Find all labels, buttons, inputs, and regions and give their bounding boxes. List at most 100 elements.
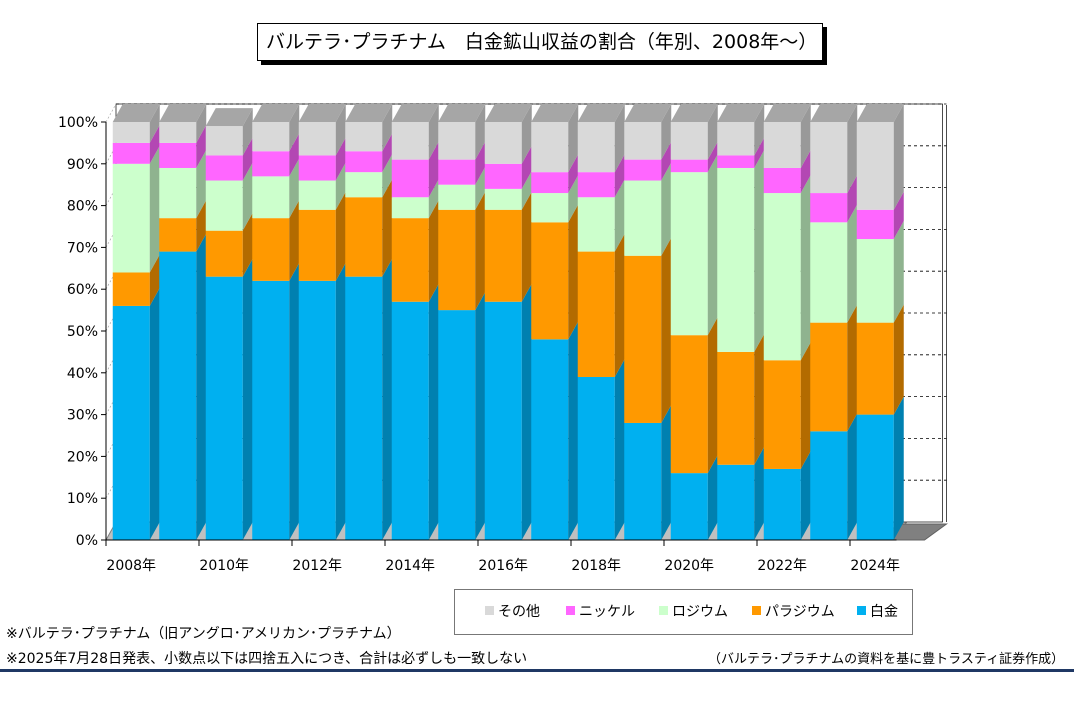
bar-top-2008年 bbox=[112, 104, 160, 122]
bar-side-2022年-その他 bbox=[800, 104, 811, 168]
bar-side-2010年-その他 bbox=[242, 108, 253, 156]
bar-segment-2008年-その他 bbox=[112, 122, 150, 143]
x-tick-label: 2022年 bbox=[757, 558, 807, 574]
bar-side-2008年-ロジウム bbox=[149, 145, 160, 273]
bar-segment-2011年-ロジウム bbox=[252, 176, 290, 219]
y-tick-label: 60% bbox=[67, 282, 98, 298]
bar-side-2024年-その他 bbox=[893, 104, 904, 210]
bar-side-2022年-パラジウム bbox=[800, 342, 811, 469]
y-tick-label: 90% bbox=[67, 157, 98, 173]
bar-segment-2023年-白金 bbox=[810, 431, 848, 540]
bar-segment-2023年-ロジウム bbox=[810, 222, 848, 323]
legend-item-nickel: ニッケル bbox=[566, 603, 635, 621]
bar-side-2010年-白金 bbox=[242, 258, 253, 540]
bar-segment-2009年-その他 bbox=[159, 122, 197, 143]
bar-side-2016年-パラジウム bbox=[521, 191, 532, 302]
legend-swatch-palladium bbox=[752, 606, 761, 615]
bar-side-2008年-パラジウム bbox=[149, 254, 160, 306]
bar-segment-2024年-パラジウム bbox=[856, 322, 894, 415]
bar-segment-2021年-ロジウム bbox=[717, 167, 755, 352]
bar-side-2010年-ニッケル bbox=[242, 137, 253, 181]
gridline-depth bbox=[105, 103, 117, 123]
bar-segment-2024年-その他 bbox=[856, 122, 894, 210]
bar-side-2012年-ロジウム bbox=[335, 162, 346, 210]
bar-segment-2014年-白金 bbox=[391, 301, 429, 540]
bar-segment-2013年-その他 bbox=[345, 122, 383, 152]
bar-top-2020年 bbox=[670, 104, 718, 122]
bar-side-2023年-パラジウム bbox=[847, 304, 858, 432]
bar-segment-2022年-パラジウム bbox=[763, 360, 801, 469]
bar-side-2020年-パラジウム bbox=[707, 317, 718, 474]
bar-side-2016年-ニッケル bbox=[521, 145, 532, 189]
bar-side-2024年-ニッケル bbox=[893, 191, 904, 240]
bar-side-2015年-その他 bbox=[475, 104, 486, 160]
bar-top-2015年 bbox=[438, 104, 486, 122]
bar-side-2019年-白金 bbox=[661, 404, 672, 540]
bar-segment-2012年-白金 bbox=[298, 280, 336, 540]
bar-segment-2017年-パラジウム bbox=[531, 222, 569, 340]
bar-side-2011年-白金 bbox=[289, 262, 300, 540]
bar-segment-2018年-ニッケル bbox=[577, 172, 615, 198]
bar-segment-2015年-白金 bbox=[438, 310, 476, 540]
bar-side-2022年-ロジウム bbox=[800, 175, 811, 361]
bar-segment-2013年-ニッケル bbox=[345, 151, 383, 173]
bar-side-2023年-白金 bbox=[847, 413, 858, 540]
bar-segment-2014年-ニッケル bbox=[391, 159, 429, 198]
bar-side-2016年-白金 bbox=[521, 283, 532, 540]
bar-segment-2017年-ロジウム bbox=[531, 193, 569, 223]
bar-segment-2016年-ロジウム bbox=[484, 188, 522, 210]
bar-side-2009年-パラジウム bbox=[196, 200, 207, 252]
bar-segment-2022年-その他 bbox=[763, 122, 801, 168]
bar-side-2011年-ニッケル bbox=[289, 133, 300, 177]
bar-segment-2008年-パラジウム bbox=[112, 272, 150, 306]
bar-side-2019年-パラジウム bbox=[661, 237, 672, 423]
bar-side-2020年-ロジウム bbox=[707, 154, 718, 336]
bar-segment-2016年-ニッケル bbox=[484, 163, 522, 189]
x-tick-label: 2020年 bbox=[664, 558, 714, 574]
bar-side-2021年-パラジウム bbox=[754, 333, 765, 465]
x-tick-label: 2010年 bbox=[199, 558, 249, 574]
bar-segment-2017年-その他 bbox=[531, 122, 569, 173]
note-company: ※バルテラ･プラチナム（旧アングロ･アメリカン･プラチナム） bbox=[6, 626, 401, 642]
bar-side-2013年-ロジウム bbox=[382, 154, 393, 198]
bar-side-2018年-その他 bbox=[614, 104, 625, 173]
bar-side-2009年-白金 bbox=[196, 233, 207, 540]
bar-segment-2014年-その他 bbox=[391, 122, 429, 160]
bar-side-2011年-パラジウム bbox=[289, 200, 300, 281]
note-rounding: ※2025年7月28日発表、小数点以下は四捨五入につき、合計は必ずしも一致しない bbox=[6, 651, 528, 667]
bar-segment-2012年-ニッケル bbox=[298, 155, 336, 181]
bar-side-2024年-パラジウム bbox=[893, 304, 904, 415]
bar-side-2024年-ロジウム bbox=[893, 221, 904, 323]
bar-side-2015年-ニッケル bbox=[475, 141, 486, 185]
bar-segment-2019年-その他 bbox=[624, 122, 662, 160]
bar-segment-2016年-白金 bbox=[484, 301, 522, 540]
bar-top-2019年 bbox=[624, 104, 672, 122]
bar-segment-2016年-パラジウム bbox=[484, 209, 522, 302]
legend-label-other: その他 bbox=[498, 604, 540, 620]
bar-segment-2008年-ロジウム bbox=[112, 163, 150, 273]
bar-side-2018年-パラジウム bbox=[614, 233, 625, 377]
x-tick-label: 2018年 bbox=[571, 558, 621, 574]
bar-side-2010年-ロジウム bbox=[242, 162, 253, 231]
bar-side-2024年-白金 bbox=[893, 396, 904, 540]
legend-swatch-nickel bbox=[566, 606, 575, 615]
bar-segment-2019年-ロジウム bbox=[624, 180, 662, 256]
x-tick-label: 2016年 bbox=[478, 558, 528, 574]
bar-side-2008年-その他 bbox=[149, 104, 160, 143]
bar-top-2011年 bbox=[252, 104, 300, 122]
bar-side-2013年-白金 bbox=[382, 258, 393, 540]
bar-side-2015年-パラジウム bbox=[475, 191, 486, 311]
bar-segment-2019年-白金 bbox=[624, 422, 662, 540]
bar-segment-2008年-白金 bbox=[112, 305, 150, 540]
y-tick-label: 50% bbox=[67, 324, 98, 340]
bar-side-2020年-白金 bbox=[707, 455, 718, 540]
bar-top-2009年 bbox=[159, 104, 207, 122]
y-tick-label: 0% bbox=[76, 533, 98, 549]
bar-segment-2019年-パラジウム bbox=[624, 255, 662, 423]
bar-side-2020年-その他 bbox=[707, 104, 718, 160]
x-tick-label: 2012年 bbox=[292, 558, 342, 574]
bar-segment-2019年-ニッケル bbox=[624, 159, 662, 181]
bar-segment-2013年-パラジウム bbox=[345, 197, 383, 277]
bar-top-2016年 bbox=[484, 104, 532, 122]
y-tick-label: 20% bbox=[67, 449, 98, 465]
